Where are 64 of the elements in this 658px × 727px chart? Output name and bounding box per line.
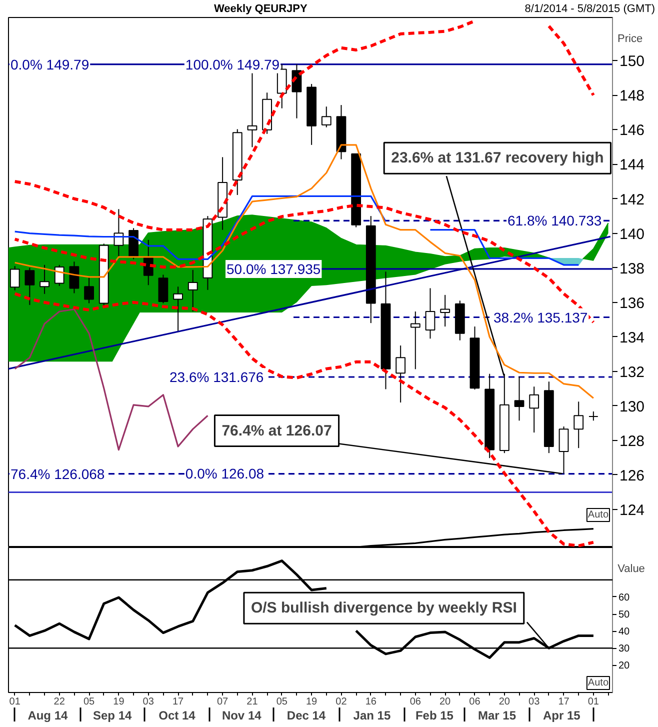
ref-line-label: 76.4% 126.068 (10, 466, 105, 482)
chart-subtitle: 8/1/2014 - 5/8/2015 (GMT) (524, 2, 655, 17)
x-tick-label: 16 (365, 696, 377, 708)
y-tick-label: 150 (620, 53, 645, 70)
y-axis-title: Value (618, 563, 645, 576)
x-tick-label: 19 (306, 696, 318, 708)
x-tick-label: 07 (216, 696, 229, 708)
text: Oct 14 (158, 708, 196, 722)
annotation: Auto (588, 678, 609, 688)
text: Dec 14 (286, 708, 326, 722)
x-tick-label: 06 (469, 696, 481, 708)
ref-line-label: 38.2% 135.137 (494, 309, 588, 326)
x-tick-label: 03 (528, 696, 540, 708)
y-tick-label: 148 (620, 88, 645, 105)
y-tick-label: 142 (620, 191, 645, 208)
y-tick-label: 50 (618, 610, 630, 621)
annotation: 0.0% 126.08 (185, 466, 264, 482)
x-tick-label: 21 (246, 696, 258, 708)
y-tick-label: 128 (620, 432, 645, 450)
text: Jan 15 (353, 708, 391, 722)
x-tick-label: 01 (9, 696, 21, 708)
x-tick-label: 05 (83, 696, 96, 708)
text: Mar 15 (478, 708, 516, 722)
y-tick-label: 130 (620, 398, 645, 416)
y-tick-label: 30 (618, 644, 630, 655)
x-tick-label: 02 (336, 696, 348, 708)
ref-line-label: 23.6% 131.676 (170, 369, 264, 385)
y-axis-title: Price (618, 33, 643, 46)
text: Nov 14 (222, 708, 262, 722)
y-tick-label: 138 (620, 260, 645, 278)
x-tick-label: 20 (440, 696, 452, 708)
y-tick-label: 40 (618, 626, 630, 638)
x-tick-label: 01 (588, 696, 600, 708)
x-tick-label: 22 (54, 696, 66, 708)
y-tick-label: 146 (620, 122, 645, 140)
x-tick-label: 17 (172, 696, 184, 708)
text: Aug 14 (28, 708, 68, 722)
x-tick-label: 03 (142, 696, 154, 708)
y-tick-label: 126 (620, 467, 645, 484)
annotation: 23.6% at 131.67 recovery high (391, 150, 604, 167)
y-tick-label: 124 (620, 502, 645, 520)
annotation: O/S bullish divergence by weekly RSI (250, 600, 517, 617)
x-tick-label: 05 (276, 696, 288, 708)
annotation: 76.4% at 126.07 (222, 422, 332, 440)
annotation: 100.0% 149.79 (185, 56, 280, 72)
chart-title: Weekly QEURJPY (214, 2, 308, 17)
x-tick-label: 06 (410, 696, 422, 708)
y-tick-label: 134 (620, 329, 645, 346)
ref-line-label: 0.0% 149.79 (10, 56, 90, 72)
y-tick-label: 136 (620, 294, 645, 312)
text: Apr 15 (542, 708, 581, 722)
y-tick-label: 60 (618, 592, 630, 604)
y-tick-label: 20 (618, 660, 630, 672)
annotation: Auto (588, 510, 609, 520)
y-tick-label: 144 (620, 156, 645, 174)
x-tick-label: 17 (558, 696, 570, 708)
x-tick-label: 20 (498, 696, 510, 708)
ref-line-label: 50.0% 137.935 (226, 260, 321, 277)
text: Feb 15 (415, 708, 454, 722)
y-tick-label: 140 (620, 226, 645, 243)
y-tick-label: 132 (620, 364, 645, 381)
text: Sep 14 (93, 708, 132, 722)
x-tick-label: 19 (113, 696, 125, 708)
ref-line-label: 61.8% 140.733 (508, 212, 602, 229)
